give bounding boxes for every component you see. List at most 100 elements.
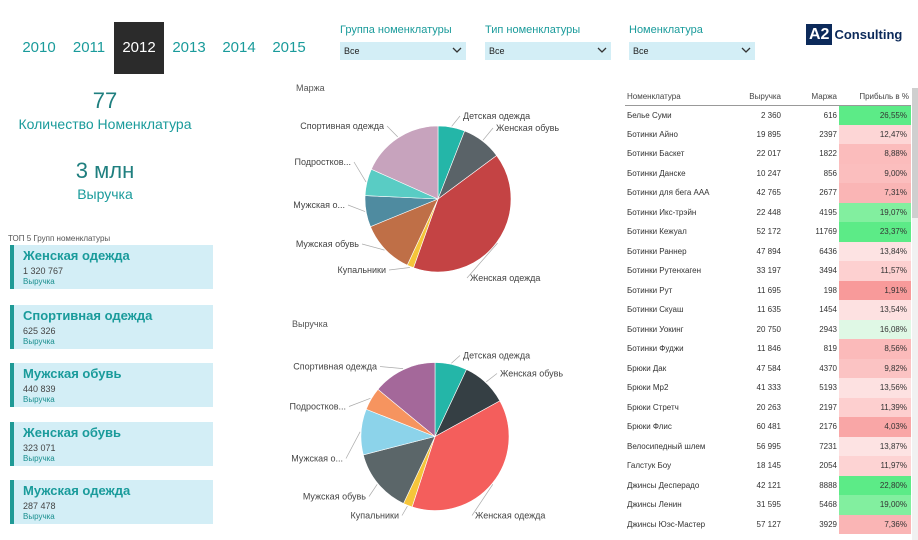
- cell-margin: 819: [823, 344, 837, 354]
- table-row[interactable]: Брюки Дак 47 584 4370 9,82%: [625, 358, 911, 378]
- cell-name: Ботинки для бега AAA: [627, 188, 710, 198]
- year-button-2013[interactable]: 2013: [172, 39, 206, 56]
- pie-label: Женская обувь: [500, 369, 563, 379]
- table-row[interactable]: Брюки Мр2 41 333 5193 13,56%: [625, 378, 911, 398]
- chevron-down-icon: [741, 47, 751, 53]
- pie-slice[interactable]: [413, 155, 512, 273]
- cell-revenue: 41 333: [756, 383, 781, 393]
- pie-label: Женская одежда: [470, 273, 540, 283]
- top5-name: Спортивная одежда: [23, 308, 153, 323]
- cell-name: Ботинки Икс-трэйн: [627, 207, 697, 217]
- table-row[interactable]: Ботинки для бега AAA 42 765 2677 7,31%: [625, 183, 911, 203]
- top5-card[interactable]: Спортивная одежда 625 326 Выручка: [10, 305, 213, 349]
- top5-value: 323 071: [23, 443, 56, 453]
- table-row[interactable]: Ботинки Уокинг 20 750 2943 16,08%: [625, 319, 911, 339]
- cell-name: Белье Суми: [627, 110, 672, 120]
- year-button-2015[interactable]: 2015: [272, 39, 306, 56]
- table-row[interactable]: Ботинки Икс-трэйн 22 448 4195 19,07%: [625, 202, 911, 222]
- table-row[interactable]: Джинсы Юэс-Мастер 57 127 3929 7,36%: [625, 514, 911, 534]
- filter-dropdown[interactable]: Все: [485, 42, 611, 60]
- cell-profit: 11,57%: [839, 261, 911, 281]
- table-header-2[interactable]: Маржа: [783, 88, 839, 106]
- top5-card[interactable]: Женская обувь 323 071 Выручка: [10, 422, 213, 466]
- table-row[interactable]: Ботинки Айно 19 895 2397 12,47%: [625, 124, 911, 144]
- table-header-3[interactable]: Прибыль в %: [839, 88, 911, 106]
- pie-slice[interactable]: [370, 125, 439, 200]
- table-row[interactable]: Ботинки Баскет 22 017 1822 8,88%: [625, 144, 911, 164]
- top5-label: Выручка: [23, 337, 55, 346]
- cell-revenue: 31 595: [756, 500, 781, 510]
- pie-label: Купальники: [337, 265, 386, 275]
- cell-margin: 4195: [819, 207, 837, 217]
- pie-label: Подростков...: [295, 157, 352, 167]
- logo-text: Consulting: [834, 27, 903, 42]
- table-body: Белье Суми 2 360 616 26,55% Ботинки Айно 19 8…: [625, 105, 911, 534]
- top5-card[interactable]: Мужская обувь 440 839 Выручка: [10, 363, 213, 407]
- table-row[interactable]: Ботинки Рутенхаген 33 197 3494 11,57%: [625, 261, 911, 281]
- top5-card[interactable]: Женская одежда 1 320 767 Выручка: [10, 245, 213, 289]
- year-button-2011[interactable]: 2011: [72, 39, 106, 56]
- cell-revenue: 11 695: [757, 285, 781, 295]
- year-button-2014[interactable]: 2014: [222, 39, 256, 56]
- filter-2: Номенклатура Все: [629, 24, 755, 60]
- cell-name: Джинсы Ленин: [627, 500, 682, 510]
- cell-margin: 2397: [819, 129, 837, 139]
- pie-margin-chart[interactable]: Детская одежда Женская обувь Женская одежд…: [280, 95, 610, 310]
- pie-label: Мужская обувь: [296, 239, 359, 249]
- table-row[interactable]: Галстук Боу 18 145 2054 11,97%: [625, 456, 911, 476]
- table-scrollbar[interactable]: [912, 88, 918, 540]
- cell-name: Ботинки Рут: [627, 285, 673, 295]
- filter-0: Группа номенклатуры Все: [340, 24, 466, 60]
- table-header-0[interactable]: Номенклатура: [625, 88, 733, 106]
- cell-name: Ботинки Скуаш: [627, 305, 684, 315]
- table-row[interactable]: Велосипедный шлем 56 995 7231 13,87%: [625, 436, 911, 456]
- cell-revenue: 11 635: [757, 305, 781, 315]
- year-button-2012[interactable]: 2012: [114, 22, 164, 74]
- cell-profit: 22,80%: [839, 475, 911, 495]
- cell-name: Ботинки Кежуал: [627, 227, 687, 237]
- pie-revenue-title: Выручка: [292, 319, 328, 329]
- table-row[interactable]: Джинсы Ленин 31 595 5468 19,00%: [625, 495, 911, 515]
- cell-margin: 2176: [819, 422, 837, 432]
- cell-profit: 13,54%: [839, 300, 911, 320]
- kpi-revenue-label: Выручка: [77, 186, 133, 202]
- filter-dropdown[interactable]: Все: [629, 42, 755, 60]
- table-row[interactable]: Ботинки Рут 11 695 198 1,91%: [625, 280, 911, 300]
- company-logo: A2 Consulting: [806, 24, 902, 45]
- filter-value: Все: [489, 46, 505, 56]
- kpi-count-card: 77 Количество Номенклатура: [0, 88, 210, 132]
- pie-leader-line: [348, 397, 371, 407]
- pie-slice[interactable]: [411, 400, 510, 511]
- cell-revenue: 2 360: [760, 110, 781, 120]
- table-header-row: Номенклатура Выручка Маржа Прибыль в %: [625, 88, 911, 106]
- pie-slice[interactable]: [377, 362, 436, 438]
- cell-margin: 7231: [819, 441, 837, 451]
- table-header-1[interactable]: Выручка: [733, 88, 783, 106]
- table-row[interactable]: Белье Суми 2 360 616 26,55%: [625, 105, 911, 125]
- table-row[interactable]: Брюки Флис 60 481 2176 4,03%: [625, 417, 911, 437]
- top5-value: 625 326: [23, 326, 56, 336]
- cell-profit: 19,00%: [839, 495, 911, 515]
- cell-name: Ботинки Рутенхаген: [627, 266, 702, 276]
- cell-margin: 856: [823, 168, 837, 178]
- cell-profit: 19,07%: [839, 202, 911, 222]
- cell-profit: 4,03%: [839, 417, 911, 437]
- pie-label: Детская одежда: [463, 111, 530, 121]
- year-button-2010[interactable]: 2010: [22, 39, 56, 56]
- table-row[interactable]: Джинсы Десперадо 42 121 8888 22,80%: [625, 475, 911, 495]
- pie-slice[interactable]: [362, 436, 436, 504]
- pie-leader-line: [466, 242, 498, 279]
- table-row[interactable]: Ботинки Фуджи 11 846 819 8,56%: [625, 339, 911, 359]
- table-row[interactable]: Ботинки Раннер 47 894 6436 13,84%: [625, 241, 911, 261]
- top5-card[interactable]: Мужская одежда 287 478 Выручка: [10, 480, 213, 524]
- table-row[interactable]: Ботинки Скуаш 11 635 1454 13,54%: [625, 300, 911, 320]
- cell-name: Велосипедный шлем: [627, 441, 706, 451]
- table-row[interactable]: Ботинки Данске 10 247 856 9,00%: [625, 163, 911, 183]
- pie-revenue-chart[interactable]: Детская одежда Женская обувь Женская одежд…: [280, 330, 610, 540]
- table-row[interactable]: Ботинки Кежуал 52 172 11769 23,37%: [625, 222, 911, 242]
- cell-revenue: 60 481: [756, 422, 781, 432]
- cell-revenue: 18 145: [756, 461, 781, 471]
- table-row[interactable]: Брюки Стретч 20 263 2197 11,39%: [625, 397, 911, 417]
- filter-dropdown[interactable]: Все: [340, 42, 466, 60]
- table-scroll-thumb[interactable]: [912, 88, 918, 218]
